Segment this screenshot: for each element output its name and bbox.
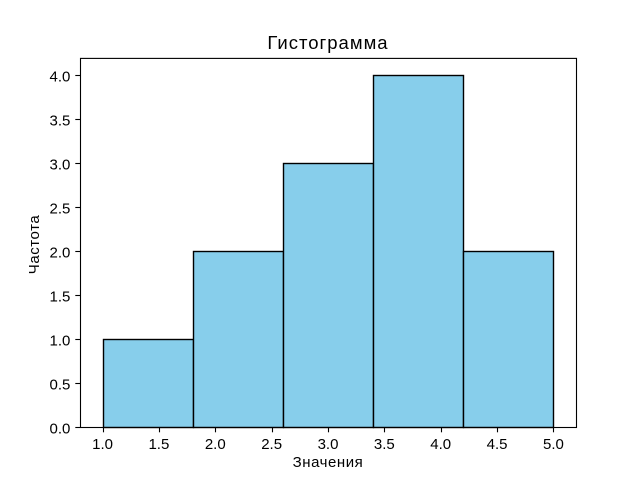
svg-text:4.0: 4.0 bbox=[50, 68, 71, 85]
svg-text:3.0: 3.0 bbox=[318, 436, 339, 453]
svg-text:0.0: 0.0 bbox=[50, 420, 71, 437]
svg-text:1.0: 1.0 bbox=[92, 436, 113, 453]
svg-text:4.0: 4.0 bbox=[430, 436, 451, 453]
svg-text:4.5: 4.5 bbox=[487, 436, 508, 453]
svg-text:1.5: 1.5 bbox=[148, 436, 169, 453]
svg-text:0.5: 0.5 bbox=[50, 376, 71, 393]
svg-text:1.0: 1.0 bbox=[50, 332, 71, 349]
svg-text:2.5: 2.5 bbox=[50, 200, 71, 217]
svg-text:3.5: 3.5 bbox=[50, 112, 71, 129]
svg-text:3.5: 3.5 bbox=[374, 436, 395, 453]
svg-text:Значения: Значения bbox=[293, 454, 364, 471]
svg-text:Гистограмма: Гистограмма bbox=[267, 32, 388, 53]
svg-text:2.0: 2.0 bbox=[205, 436, 226, 453]
svg-text:5.0: 5.0 bbox=[543, 436, 564, 453]
svg-text:1.5: 1.5 bbox=[50, 288, 71, 305]
svg-text:2.0: 2.0 bbox=[50, 244, 71, 261]
svg-text:3.0: 3.0 bbox=[50, 156, 71, 173]
svg-text:2.5: 2.5 bbox=[261, 436, 282, 453]
svg-text:Частота: Частота bbox=[26, 215, 43, 275]
